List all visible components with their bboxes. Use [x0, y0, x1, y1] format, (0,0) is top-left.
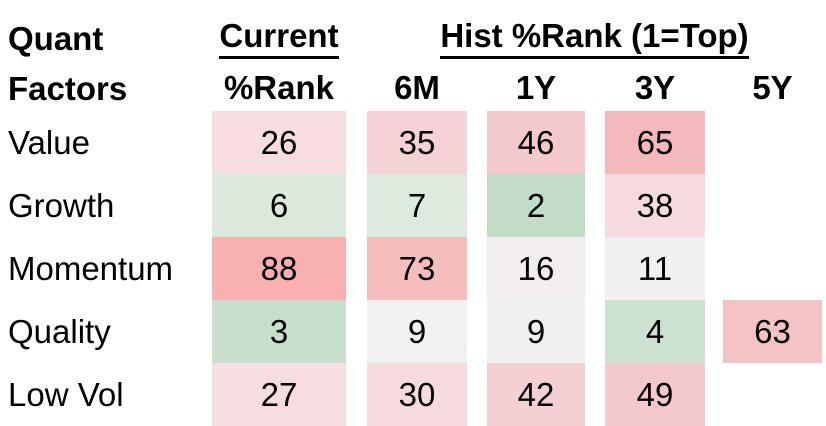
heatmap-cell: 35 [367, 111, 467, 174]
heatmap-cell: 3 [212, 300, 346, 363]
heatmap-cell: 88 [212, 237, 346, 300]
column-header-1y: 1Y [515, 69, 557, 106]
heatmap-cell: 73 [367, 237, 467, 300]
heatmap-cell: 63 [723, 300, 822, 363]
heatmap-cell: 42 [487, 363, 585, 426]
heatmap-cell: 9 [367, 300, 467, 363]
column-header-6m: 6M [394, 69, 440, 106]
factor-label-momentum: Momentum [8, 250, 174, 287]
heatmap-cell: 27 [212, 363, 346, 426]
table-title-line2: Factors [8, 70, 128, 107]
heatmap-cell [723, 174, 822, 237]
heatmap-cell: 38 [605, 174, 705, 237]
heatmap-cell: 9 [487, 300, 585, 363]
heatmap-cell: 7 [367, 174, 467, 237]
factor-label-quality: Quality [8, 313, 111, 350]
heatmap-cell: 65 [605, 111, 705, 174]
factor-label-growth: Growth [8, 187, 115, 224]
column-group-hist-label: Hist %Rank (1=Top) [440, 18, 749, 59]
heatmap-cell: 49 [605, 363, 705, 426]
factor-label-value: Value [8, 124, 90, 161]
column-header-current-rank: %Rank [223, 69, 335, 106]
column-header-5y: 5Y [752, 69, 793, 106]
column-group-hist: Hist %Rank (1=Top) [367, 18, 822, 59]
factor-label-lowvol: Low Vol [8, 376, 124, 413]
heatmap-cell [723, 111, 822, 174]
heatmap-cell: 2 [487, 174, 585, 237]
column-group-current-label: Current [219, 18, 339, 59]
heatmap-cell: 46 [487, 111, 585, 174]
heatmap-cell: 30 [367, 363, 467, 426]
heatmap-cell [723, 363, 822, 426]
heatmap-cell: 6 [212, 174, 346, 237]
column-header-3y: 3Y [634, 69, 676, 106]
heatmap-cell: 4 [605, 300, 705, 363]
heatmap-cell [723, 237, 822, 300]
heatmap-cell: 11 [605, 237, 705, 300]
table-title-line1: Quant [8, 20, 104, 57]
heatmap-cell: 16 [487, 237, 585, 300]
column-group-current: Current [212, 18, 346, 59]
heatmap-cell: 26 [212, 111, 346, 174]
